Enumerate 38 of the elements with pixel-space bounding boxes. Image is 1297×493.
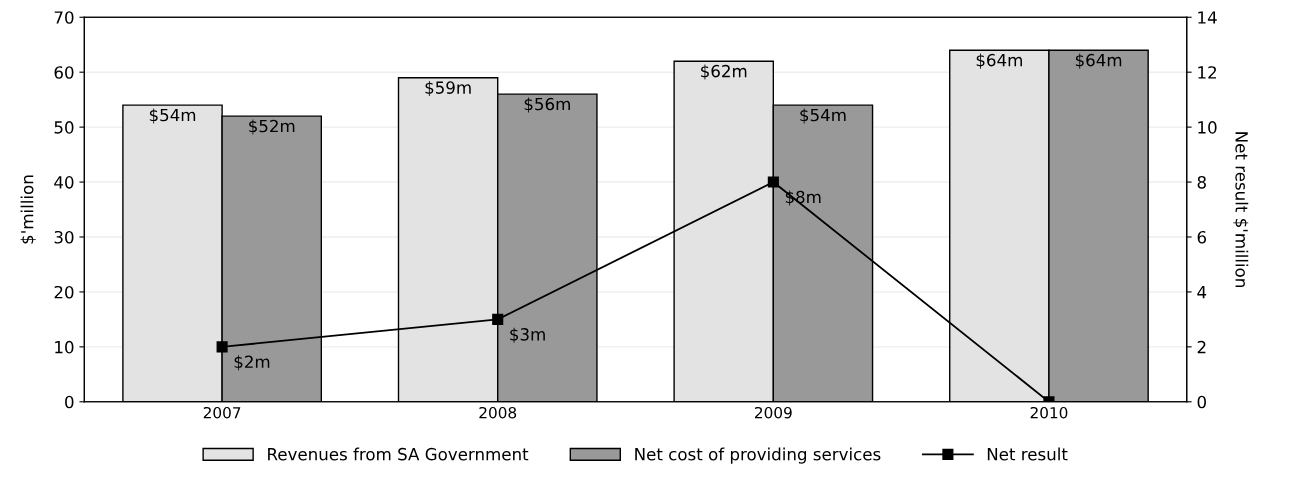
x-tick-label: 2010	[1030, 406, 1068, 419]
y2-tick-label: 2	[1197, 340, 1206, 354]
legend-label: Net result	[987, 447, 1068, 461]
y-tick-label: 50	[54, 121, 74, 134]
point	[216, 341, 228, 353]
point	[767, 176, 779, 188]
data-label: $59m	[425, 80, 471, 97]
y2-axis-title: Net result $'million	[1233, 132, 1249, 287]
y-tick-label: 10	[55, 340, 74, 354]
y2-tick-label: 14	[1198, 11, 1217, 24]
data-label: $54m	[800, 108, 846, 124]
y2-tick-label: 8	[1197, 176, 1206, 189]
data-label: $62m	[701, 64, 747, 80]
y2-tick-label: 12	[1198, 66, 1217, 79]
legend-label: Revenues from SA Government	[268, 447, 529, 461]
data-label: $52m	[249, 119, 295, 135]
data-label: $64m	[976, 53, 1022, 69]
y2-tick-label: 10	[1198, 121, 1217, 134]
x-tick-label: 2008	[479, 406, 517, 419]
data-label: $2m	[234, 355, 270, 371]
data-label: $56m	[524, 97, 570, 113]
y-tick-label: 0	[65, 395, 74, 409]
y2-tick-label: 0	[1197, 395, 1206, 409]
y-tick-label: 60	[54, 66, 74, 79]
y-tick-label: 70	[54, 11, 74, 24]
y2-tick-label: 4	[1197, 286, 1207, 299]
x-tick-label: 2009	[755, 406, 792, 419]
legend-label: Net cost of providing services	[635, 447, 881, 464]
data-label: $54m	[149, 108, 196, 124]
y-axis-title: $'million	[20, 175, 36, 244]
x-tick-label: 2007	[203, 406, 241, 419]
data-label: $64m	[1075, 53, 1122, 69]
y-tick-label: 20	[54, 285, 74, 299]
data-label: $3m	[510, 327, 545, 343]
y2-tick-label: 6	[1197, 230, 1207, 244]
y-tick-label: 30	[54, 230, 74, 244]
y-tick-label: 40	[54, 176, 74, 189]
point	[492, 313, 504, 325]
